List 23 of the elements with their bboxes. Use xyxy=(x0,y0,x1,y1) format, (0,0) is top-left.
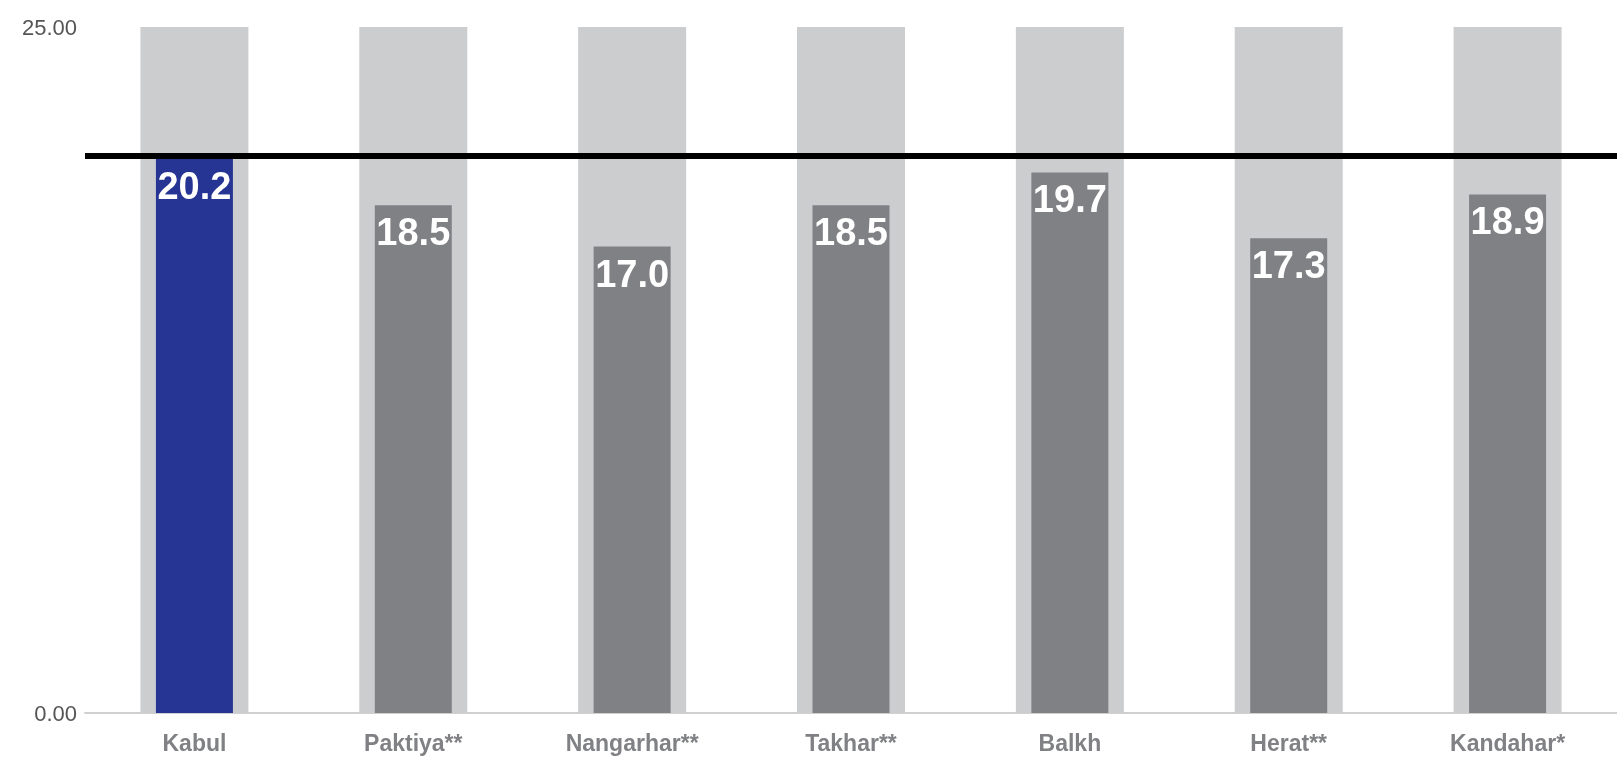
bar xyxy=(812,205,890,713)
y-tick-label: 0.00 xyxy=(34,700,77,726)
data-label: 17.3 xyxy=(1251,244,1326,287)
x-tick-label: Takhar** xyxy=(805,729,897,756)
bar xyxy=(374,205,452,713)
data-label: 18.9 xyxy=(1470,200,1545,243)
x-tick-label: Kabul xyxy=(162,729,227,756)
x-tick-label: Balkh xyxy=(1038,729,1102,756)
data-label: 17.0 xyxy=(595,252,670,295)
x-tick-label: Herat** xyxy=(1250,729,1328,756)
data-label: 18.5 xyxy=(376,211,451,254)
bar xyxy=(1250,238,1328,713)
x-tick-label: Kandahar* xyxy=(1450,729,1566,756)
data-label: 18.5 xyxy=(814,211,888,254)
bar xyxy=(155,158,233,713)
x-tick-label: Nangarhar** xyxy=(565,729,699,756)
y-tick-label: 25.00 xyxy=(21,14,77,40)
bar xyxy=(593,246,671,713)
x-tick-label: Paktiya** xyxy=(364,729,463,756)
data-label: 19.7 xyxy=(1032,178,1107,221)
bar xyxy=(1469,194,1547,713)
data-label: 20.2 xyxy=(157,164,232,207)
bar xyxy=(1031,172,1109,713)
